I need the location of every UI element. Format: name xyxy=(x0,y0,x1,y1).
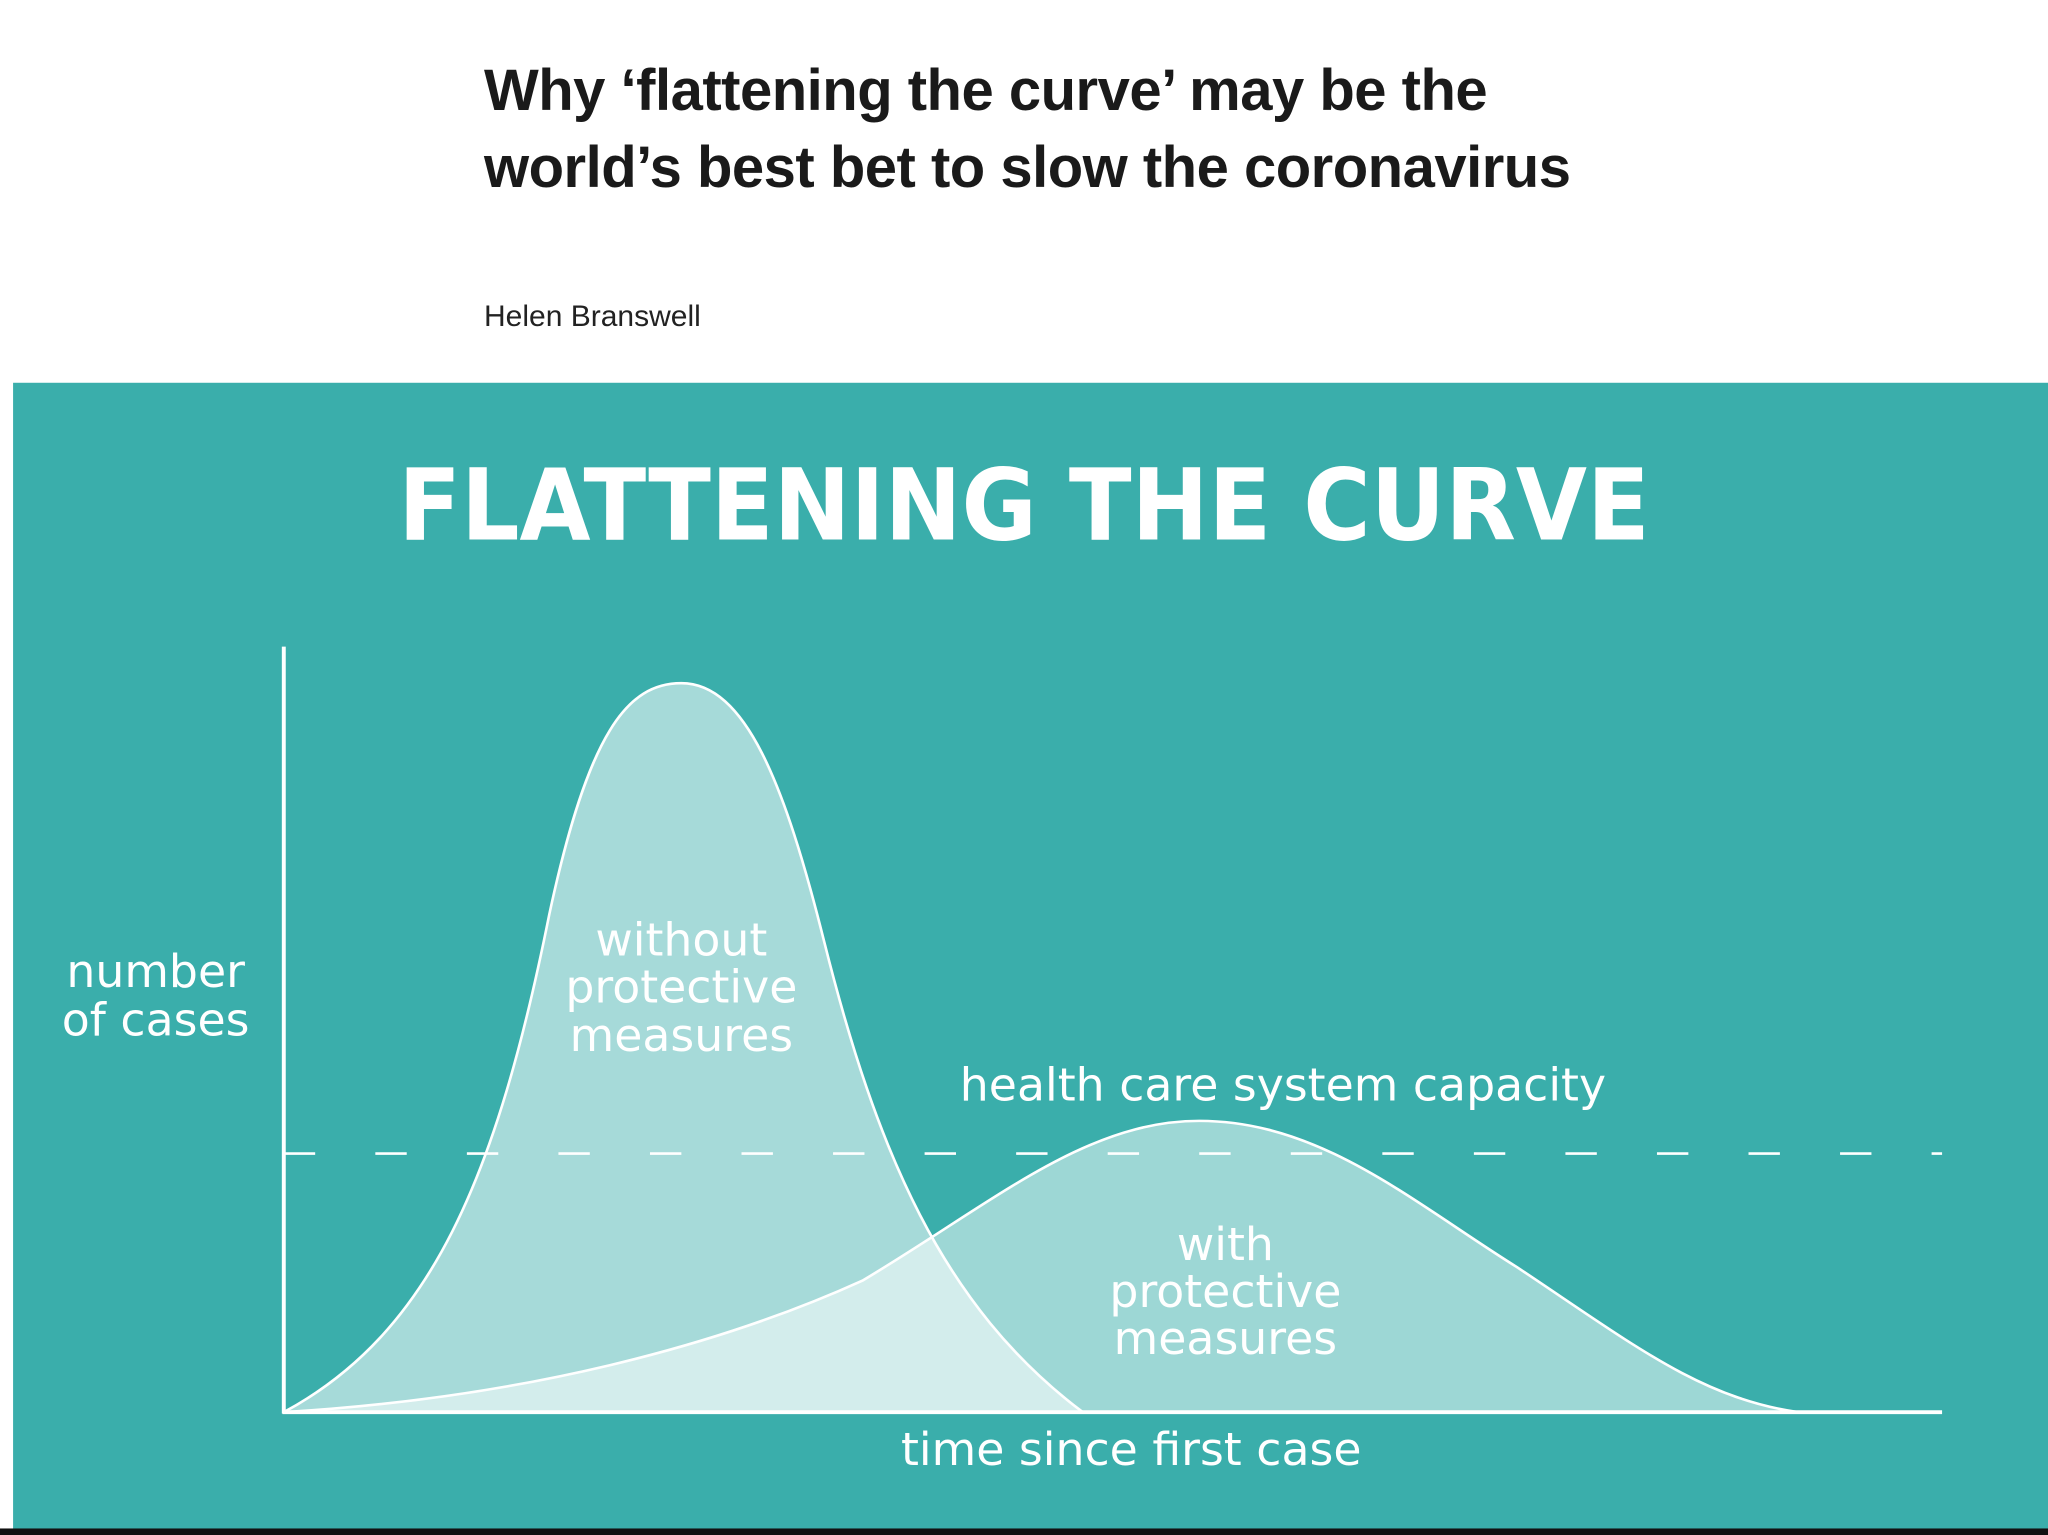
bottom-border xyxy=(0,1528,2048,1535)
figure-title: FLATTENING THE CURVE xyxy=(398,448,1650,563)
curve-label: measures xyxy=(1114,1312,1337,1365)
article-author[interactable]: Helen Branswell xyxy=(484,300,701,333)
capacity-label: health care system capacity xyxy=(960,1059,1606,1112)
curve-label: with xyxy=(1177,1218,1274,1271)
curve-with-measures xyxy=(283,1119,1799,1414)
curve-label: protective xyxy=(565,961,797,1014)
y-axis-label: number xyxy=(66,945,245,998)
curve-label: protective xyxy=(1109,1265,1341,1318)
curve-label: without xyxy=(595,914,767,967)
article-title: Why ‘flattening the curve’ may be the wo… xyxy=(484,58,1571,200)
y-axis-label: of cases xyxy=(62,993,250,1046)
curve-label: measures xyxy=(570,1009,793,1062)
x-axis-label: time since first case xyxy=(901,1423,1361,1476)
curve-without-measures xyxy=(283,681,1087,1414)
